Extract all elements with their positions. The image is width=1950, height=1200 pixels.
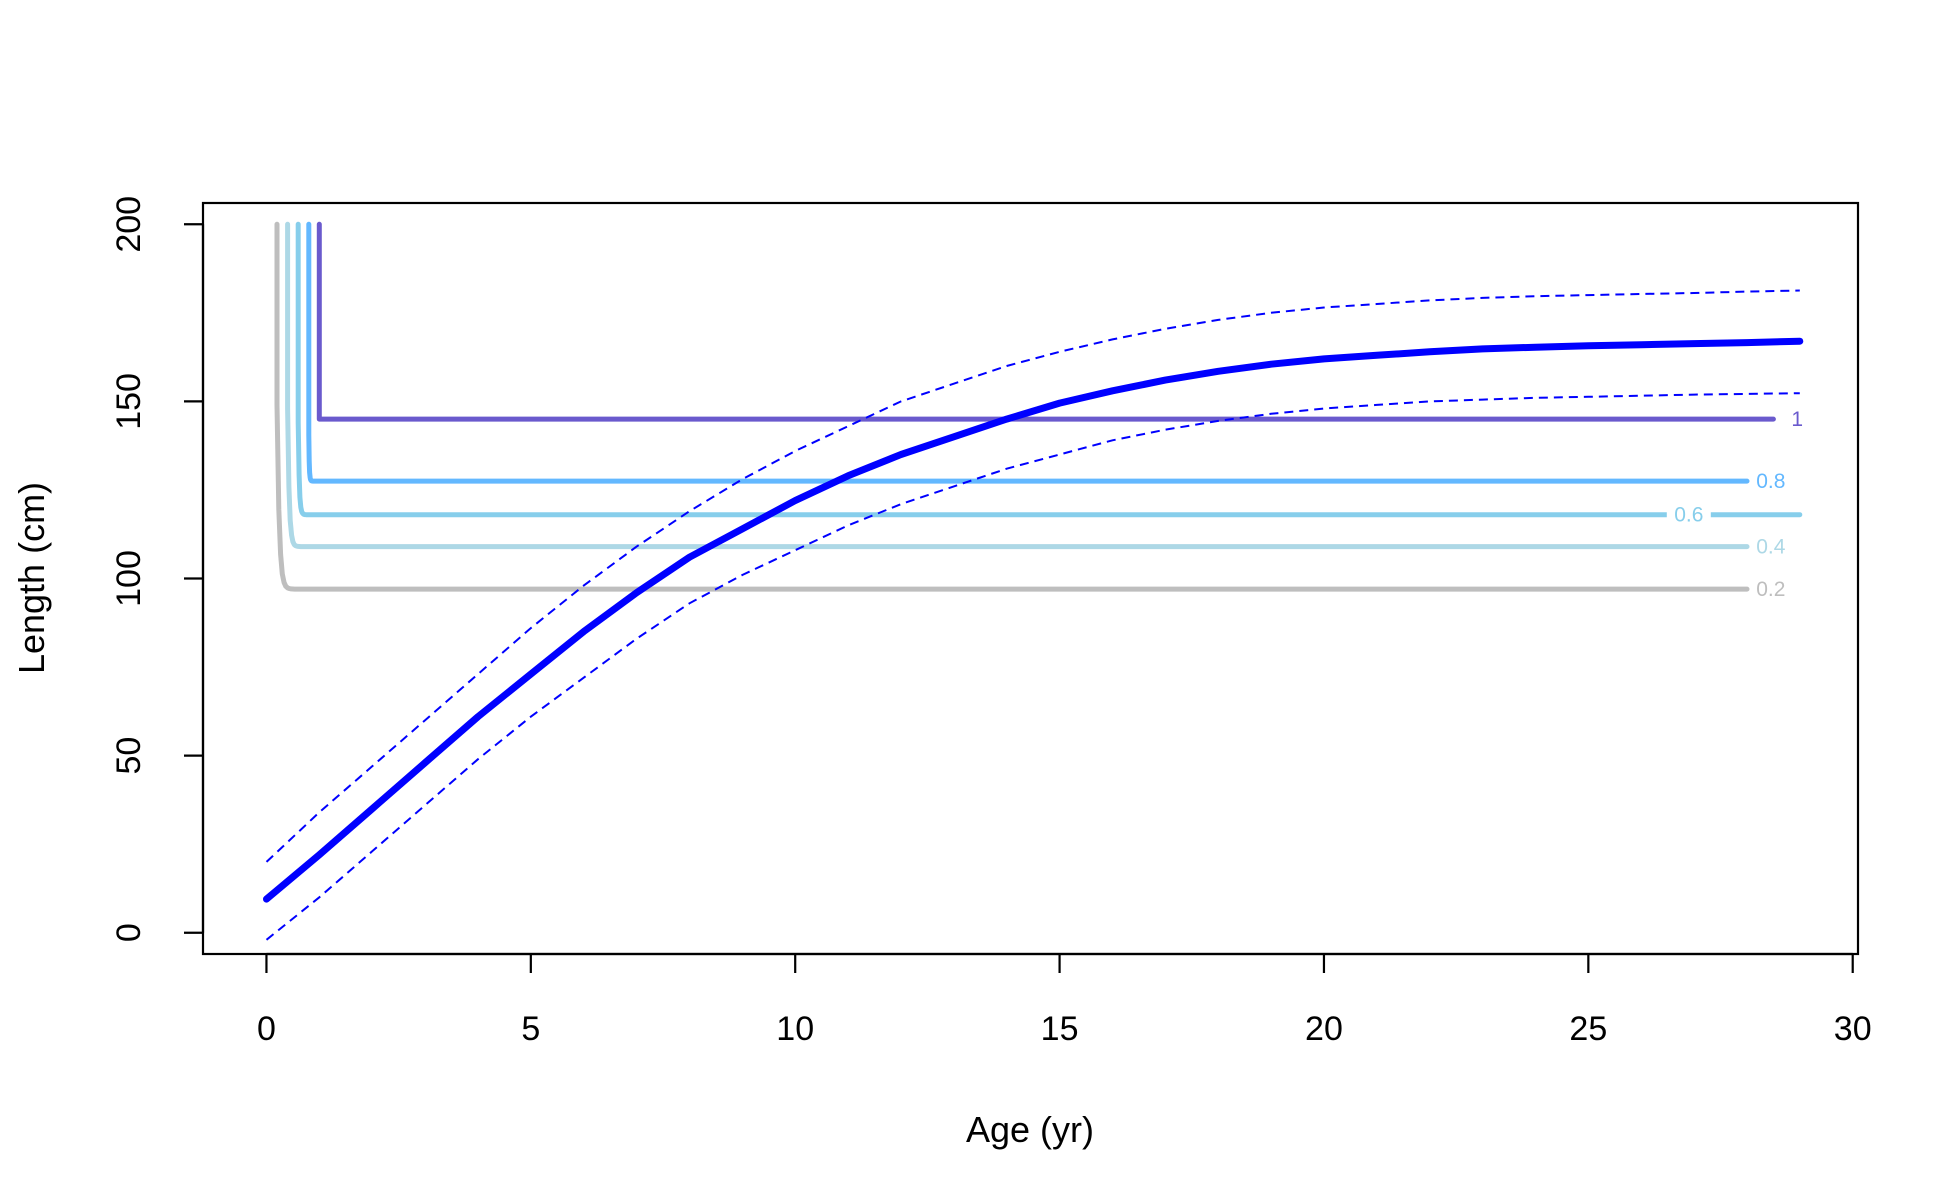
y-axis-title: Length (cm)	[11, 482, 52, 674]
x-axis-title: Age (yr)	[966, 1109, 1094, 1150]
mean-growth-line	[263, 337, 1804, 903]
contour-label: 0.8	[1756, 470, 1785, 493]
x-tick-label: 15	[1041, 1010, 1079, 1048]
contour-line-0-6	[295, 221, 1803, 518]
contour-label: 1	[1791, 408, 1803, 431]
plot-frame	[201, 201, 1860, 956]
contour-label: 0.2	[1756, 578, 1785, 601]
contour-line-1	[316, 221, 1776, 422]
x-tick-label: 25	[1569, 1010, 1607, 1048]
x-tick-label: 30	[1834, 1010, 1872, 1048]
contour-label: 0.6	[1674, 504, 1703, 527]
y-tick-label: 200	[110, 196, 148, 253]
x-tick-label: 0	[257, 1010, 276, 1048]
growth-curve-lines	[263, 289, 1804, 941]
x-axis: 0 5 10 15 20 25 30	[257, 952, 1872, 1048]
y-tick-label: 50	[110, 737, 148, 775]
y-tick-label: 150	[110, 373, 148, 430]
lower-bound-line	[265, 392, 1800, 941]
contour-line-0-8	[306, 221, 1750, 484]
contour-line-0-2	[274, 221, 1750, 592]
x-tick-label: 20	[1305, 1010, 1343, 1048]
contour-label: 0.4	[1756, 536, 1786, 559]
x-tick-label: 5	[521, 1010, 540, 1048]
x-tick-label: 10	[776, 1010, 814, 1048]
y-tick-label: 0	[110, 923, 148, 942]
y-tick-label: 100	[110, 550, 148, 607]
contour-line-0-4	[285, 221, 1750, 550]
contour-label-gap	[1666, 504, 1711, 525]
y-axis: 0 50 100 150 200	[110, 196, 205, 942]
upper-bound-line	[265, 289, 1800, 863]
contour-lines: 0.2 0.4 0.6 0.8 1	[274, 221, 1803, 601]
